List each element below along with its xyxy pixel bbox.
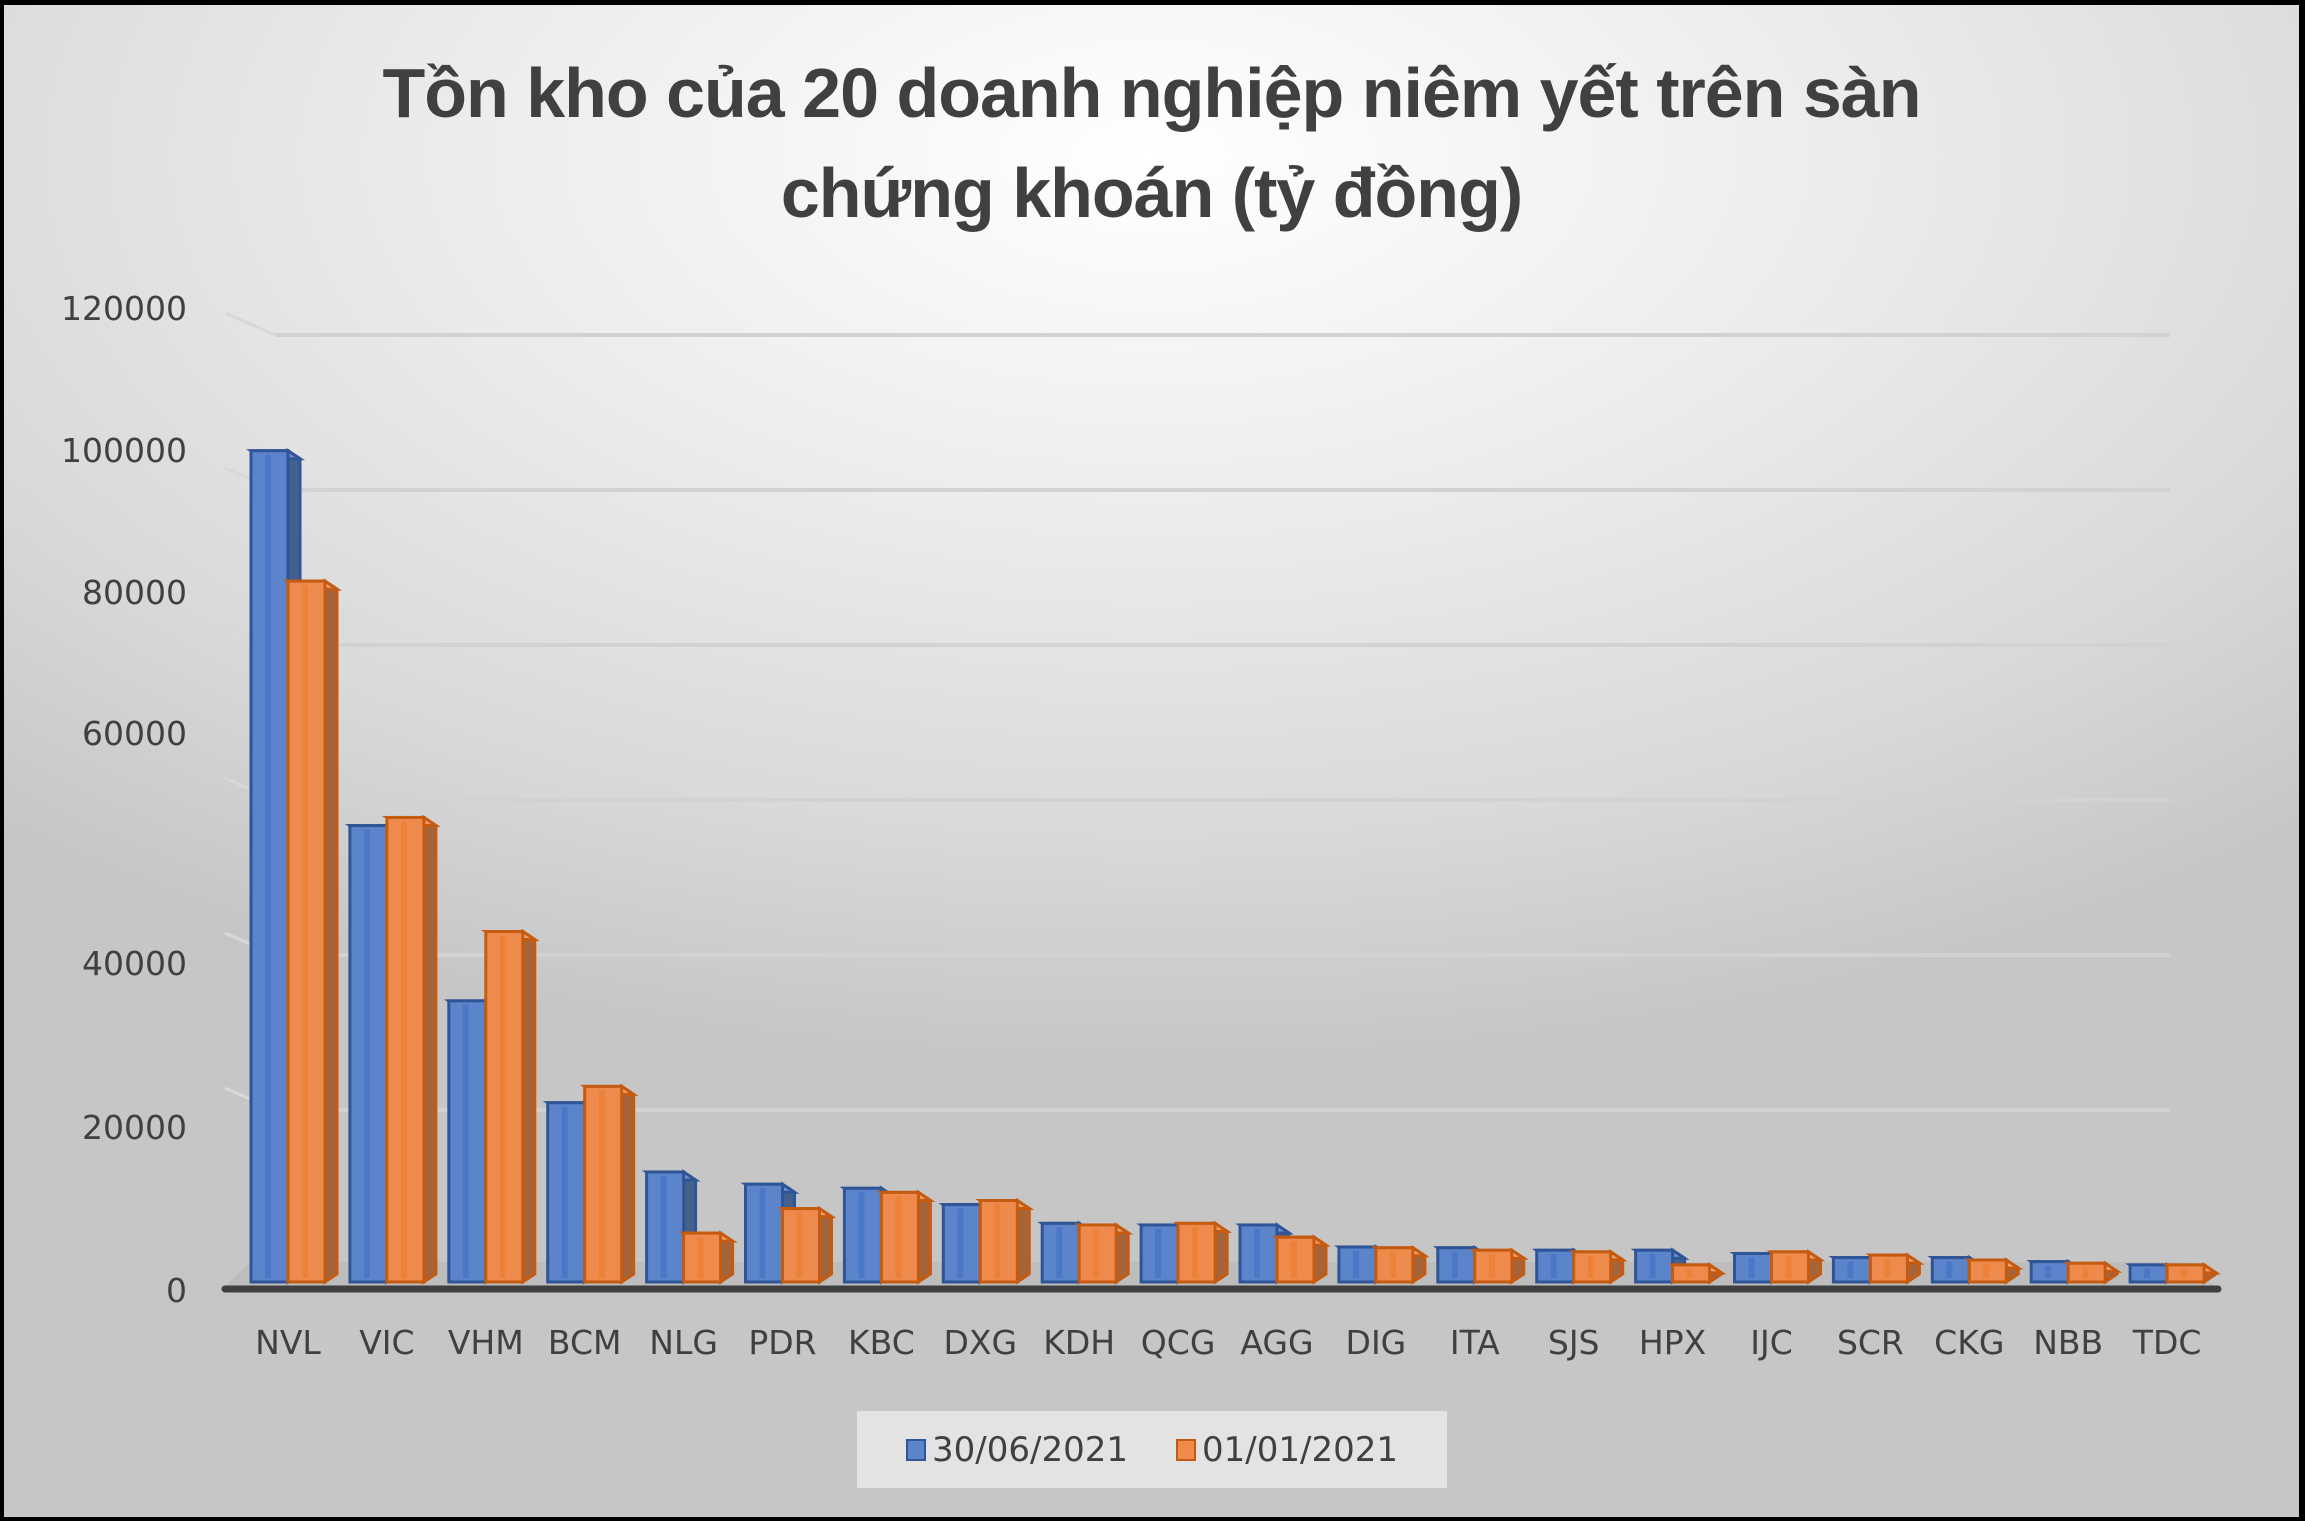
- bar-group-dig: DIG: [1346, 1323, 1407, 1362]
- y-tick-label: 40000: [82, 944, 187, 983]
- x-tick-label: ITA: [1450, 1323, 1500, 1362]
- x-tick-label: IJC: [1750, 1323, 1793, 1362]
- x-tick-label: QCG: [1141, 1323, 1216, 1362]
- bar-group-vhm: VHM: [448, 1323, 524, 1362]
- x-tick-label: TDC: [2132, 1323, 2202, 1362]
- x-tick-label: BCM: [548, 1323, 622, 1362]
- chart-frame: Tồn kho của 20 doanh nghiệp niêm yết trê…: [4, 5, 2299, 1517]
- y-tick-label: 100000: [61, 431, 187, 470]
- bar-group-pdr: PDR: [748, 1323, 816, 1362]
- x-tick-label: NBB: [2033, 1323, 2103, 1362]
- x-tick-label: DIG: [1346, 1323, 1407, 1362]
- chart-title: Tồn kho của 20 doanh nghiệp niêm yết trê…: [4, 43, 2299, 243]
- legend-swatch-orange: [1176, 1438, 1196, 1461]
- x-tick-label: VIC: [359, 1323, 414, 1362]
- x-tick-label: PDR: [748, 1323, 816, 1362]
- bars: NVL VIC VHM BCM NLG PDR KBC DXG KDH QCG AGG DIG ITA S…: [255, 1323, 2201, 1362]
- bar-group-scr: SCR: [1837, 1323, 1904, 1362]
- y-tick-label: 0: [166, 1271, 187, 1310]
- bar-group-vic: VIC: [359, 1323, 414, 1362]
- x-tick-label: SCR: [1837, 1323, 1904, 1362]
- bar-group-tdc: TDC: [2132, 1323, 2202, 1362]
- y-tick-label: 60000: [82, 714, 187, 753]
- bar-group-sjs: SJS: [1548, 1323, 1600, 1362]
- x-tick-label: SJS: [1548, 1323, 1600, 1362]
- bar-group-ijc: IJC: [1750, 1323, 1793, 1362]
- bar-group-ckg: CKG: [1934, 1323, 2004, 1362]
- bar-group-kbc: KBC: [848, 1323, 915, 1362]
- x-tick-label: DXG: [944, 1323, 1018, 1362]
- legend-label: 01/01/2021: [1202, 1429, 1398, 1470]
- bar-group-agg: AGG: [1240, 1323, 1313, 1362]
- bar-group-ita: ITA: [1450, 1323, 1500, 1362]
- chart-title-line-2: chứng khoán (tỷ đồng): [780, 154, 1523, 232]
- x-tick-label: KDH: [1043, 1323, 1115, 1362]
- y-tick-label: 120000: [61, 289, 187, 328]
- x-tick-label: VHM: [448, 1323, 524, 1362]
- x-tick-label: NLG: [649, 1323, 718, 1362]
- x-tick-label: CKG: [1934, 1323, 2004, 1362]
- x-tick-label: AGG: [1240, 1323, 1313, 1362]
- legend-swatch-blue: [906, 1438, 927, 1461]
- bar-group-hpx: HPX: [1639, 1323, 1706, 1362]
- x-tick-label: KBC: [848, 1323, 915, 1362]
- bar-group-bcm: BCM: [548, 1323, 622, 1362]
- legend-item-series-2: 01/01/2021: [1176, 1430, 1398, 1470]
- x-tick-label: HPX: [1639, 1323, 1706, 1362]
- legend: 30/06/2021 01/01/2021: [857, 1411, 1447, 1488]
- y-axis-labels: 0 20000 40000 60000 80000 100000 120000: [61, 289, 187, 1310]
- plot-area: 0 20000 40000 60000 80000 100000 120000 NVL VIC V…: [61, 289, 2222, 1362]
- bar-group-nlg: NLG: [649, 1323, 718, 1362]
- legend-label: 30/06/2021: [932, 1429, 1128, 1470]
- bar-group-kdh: KDH: [1043, 1323, 1115, 1362]
- bar-group-nvl: NVL: [255, 1323, 321, 1362]
- bar-group-dxg: DXG: [944, 1323, 1018, 1362]
- legend-item-series-1: 30/06/2021: [906, 1430, 1128, 1470]
- bar-group-nbb: NBB: [2033, 1323, 2103, 1362]
- x-tick-label: NVL: [255, 1323, 321, 1362]
- y-tick-label: 20000: [82, 1108, 187, 1147]
- gridline-side: [224, 311, 276, 337]
- y-tick-label: 80000: [82, 573, 187, 612]
- bar-group-qcg: QCG: [1141, 1323, 1216, 1362]
- chart-title-line-1: Tồn kho của 20 doanh nghiệp niêm yết trê…: [382, 54, 1921, 132]
